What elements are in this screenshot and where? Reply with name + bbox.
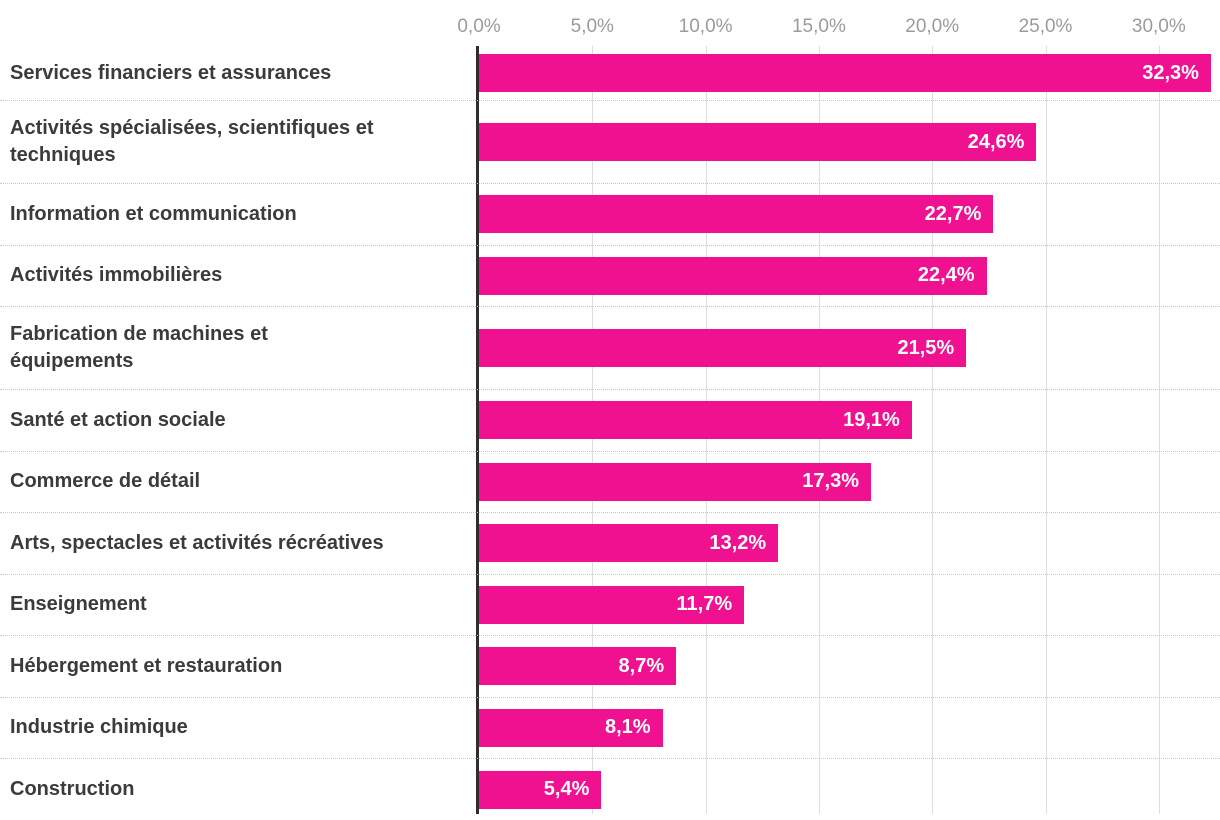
x-tick-label: 20,0%: [905, 16, 960, 37]
bar-track: 17,3%: [479, 452, 1220, 513]
category-label: Fabrication de machines et équipements: [10, 323, 268, 372]
bar: 22,4%: [479, 256, 987, 295]
bar: 32,3%: [479, 54, 1211, 92]
x-tick-label: 25,0%: [1018, 16, 1073, 37]
bar-track: 22,7%: [479, 184, 1220, 245]
bar-value-label: 22,4%: [917, 264, 975, 287]
bar-value-label: 8,1%: [604, 716, 651, 739]
bar: 22,7%: [479, 195, 994, 234]
x-tick-label: 0,0%: [457, 16, 501, 37]
bar-row: Activités spécialisées, scientifiques et…: [0, 101, 1220, 184]
bar-track: 13,2%: [479, 513, 1220, 574]
bar: 24,6%: [479, 123, 1037, 161]
category-label: Commerce de détail: [10, 470, 201, 493]
chart-rows: Services financiers et assurances 32,3% …: [0, 46, 1220, 820]
gridline: [932, 46, 934, 814]
bar: 8,1%: [479, 708, 663, 747]
bar-row: Fabrication de machines et équipements 2…: [0, 307, 1220, 390]
bar-value-label: 32,3%: [1142, 61, 1199, 84]
category-label: Arts, spectacles et activités récréative…: [10, 531, 384, 554]
x-tick-label: 30,0%: [1131, 16, 1186, 37]
bar-track: 5,4%: [479, 759, 1220, 820]
gridline: [1158, 46, 1160, 814]
bar-track: 19,1%: [479, 390, 1220, 451]
bar-value-label: 8,7%: [618, 654, 665, 677]
bar-value-label: 19,1%: [843, 408, 900, 431]
bar-row: Services financiers et assurances 32,3%: [0, 46, 1220, 101]
bar-value-label: 17,3%: [802, 470, 860, 493]
bar-row: Activités immobilières 22,4%: [0, 246, 1220, 307]
bar: 19,1%: [479, 401, 912, 440]
bar-row: Enseignement 11,7%: [0, 575, 1220, 636]
gridline: [1045, 46, 1047, 814]
category-label: Activités spécialisées, scientifiques et…: [10, 117, 374, 166]
bar: 11,7%: [479, 585, 745, 624]
x-axis: 0,0% 5,0% 10,0% 15,0% 20,0% 25,0% 30,0%: [457, 0, 1220, 46]
category-label: Hébergement et restauration: [10, 654, 283, 677]
bar-row: Arts, spectacles et activités récréative…: [0, 513, 1220, 575]
bar-track: 32,3%: [479, 46, 1220, 100]
x-tick-label: 5,0%: [570, 16, 614, 37]
bar-row: Information et communication 22,7%: [0, 184, 1220, 246]
bar: 21,5%: [479, 329, 967, 367]
bar: 13,2%: [479, 524, 779, 563]
bar-row: Commerce de détail 17,3%: [0, 452, 1220, 513]
bar-value-label: 21,5%: [897, 336, 955, 359]
bar-track: 21,5%: [479, 307, 1220, 389]
bar-track: 24,6%: [479, 101, 1220, 183]
bar-value-label: 24,6%: [967, 130, 1025, 153]
bar-track: 22,4%: [479, 246, 1220, 307]
bar-value-label: 22,7%: [924, 202, 982, 225]
bar-value-label: 13,2%: [709, 531, 767, 554]
bar-track: 11,7%: [479, 575, 1220, 636]
bar: 5,4%: [479, 770, 602, 809]
bar-track: 8,1%: [479, 698, 1220, 759]
bar: 8,7%: [479, 647, 677, 686]
category-label: Industrie chimique: [10, 716, 188, 739]
category-label: Services financiers et assurances: [10, 61, 332, 84]
category-label: Enseignement: [10, 593, 147, 616]
bar-value-label: 11,7%: [676, 593, 733, 616]
bar: 17,3%: [479, 462, 872, 501]
category-label: Activités immobilières: [10, 264, 223, 287]
bar-row: Santé et action sociale 19,1%: [0, 390, 1220, 452]
bar-row: Industrie chimique 8,1%: [0, 698, 1220, 759]
bar-row: Construction 5,4%: [0, 759, 1220, 820]
category-label: Santé et action sociale: [10, 408, 226, 431]
bar-row: Hébergement et restauration 8,7%: [0, 636, 1220, 698]
category-label: Construction: [10, 778, 135, 801]
x-tick-label: 10,0%: [678, 16, 733, 37]
bar-value-label: 5,4%: [543, 778, 590, 801]
bar-track: 8,7%: [479, 636, 1220, 697]
baseline-axis-line: [476, 46, 479, 814]
category-label: Information et communication: [10, 202, 297, 225]
x-tick-label: 15,0%: [791, 16, 846, 37]
